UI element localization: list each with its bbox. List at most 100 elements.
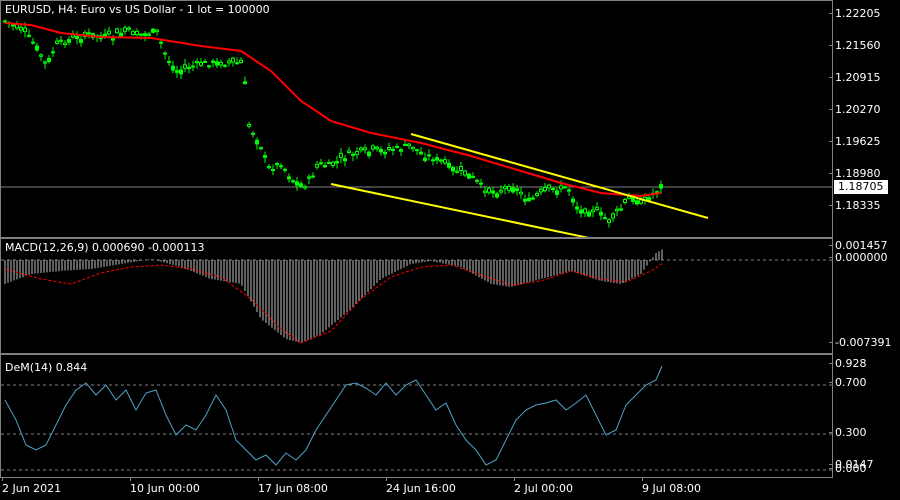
candle-body [383,151,387,155]
candle-body [523,198,527,202]
candle-body [295,181,299,186]
time-label: 10 Jun 00:00 [130,477,200,495]
demarker-canvas [1,365,832,471]
candle-body [315,163,319,168]
candle-body [583,208,587,214]
candle-body [271,169,275,172]
candle-body [59,39,63,42]
candle-body [387,147,391,150]
candle-body [319,162,323,165]
candle-body [147,33,151,36]
candle-body [527,197,531,202]
candle-body [35,45,39,51]
candle-body [63,42,67,46]
candle-body [411,146,415,150]
candle-body [419,151,423,155]
candle-body [75,35,79,40]
price-chart-canvas [1,19,832,237]
candle-body [67,39,71,43]
price-tick: 1.21560 [829,39,881,52]
candle-body [519,191,523,195]
candle-body [615,208,619,212]
candle-body [31,41,35,44]
candle-body [139,33,143,36]
candle-body [259,147,263,150]
candle-body [635,200,639,205]
candle-body [51,51,55,54]
candle-body [659,184,663,189]
candle-body [567,189,571,192]
price-scale[interactable]: 1.22205 1.21560 1.20915 1.20270 1.19625 … [829,0,900,238]
price-chart-pane[interactable]: EURUSD, H4: Euro vs US Dollar - 1 lot = … [0,0,833,238]
candle-body [475,179,479,182]
macd-pane[interactable]: MACD(12,26,9) 0.000690 -0.000113 [0,238,833,354]
demarker-scale[interactable]: 0.928 0.700 0.300 0.0147 0.000 [829,354,900,478]
candle-body [455,170,459,173]
candle-body [331,161,335,166]
time-label: 17 Jun 08:00 [258,477,328,495]
demarker-tick: 0.000 [829,462,867,475]
candle-body [247,123,251,127]
current-price-tag: 1.18705 [834,180,888,194]
candle-body [503,186,507,190]
upper-trendline [410,133,709,219]
candle-body [439,159,443,162]
demarker-pane[interactable]: DeM(14) 0.844 [0,354,833,478]
demarker-tick: 0.0147 [829,458,874,471]
candle-body [27,34,31,37]
candle-body [203,60,207,63]
candle-body [19,26,23,31]
candle-body [483,190,487,194]
candle-body [211,60,215,63]
candle-body [491,190,495,194]
time-axis[interactable]: 2 Jun 2021 10 Jun 00:00 17 Jun 08:00 24 … [0,477,833,500]
candle-body [263,155,267,158]
candle-body [231,57,235,63]
candle-body [639,199,643,204]
candle-body [587,211,591,217]
price-tick: 1.19625 [829,135,881,148]
time-label: 2 Jun 2021 [2,477,62,495]
candle-body [447,162,451,168]
macd-scale[interactable]: 0.001457 0.000000 -0.007391 [828,238,900,354]
macd-tick: -0.007391 [828,336,892,349]
candle-body [451,166,455,172]
candle-body [199,62,203,66]
candle-body [311,175,315,178]
demarker-label: DeM(14) 0.844 [5,361,88,374]
candle-body [23,27,27,33]
candle-body [427,154,431,157]
candle-body [175,70,179,73]
candle-body [47,57,51,63]
candle-body [79,39,83,43]
candle-body [207,65,211,68]
candle-body [619,208,623,211]
candle-body [355,151,359,155]
candle-body [511,187,515,193]
candle-body [107,30,111,35]
candle-body [351,153,355,156]
candle-body [595,206,599,211]
candle-body [307,176,311,179]
candle-body [291,180,295,183]
candle-body [239,59,243,63]
candle-body [191,65,195,68]
candle-body [267,165,271,169]
candle-body [611,213,615,219]
candle-body [575,206,579,210]
candle-body [435,157,439,161]
candle-body [403,143,407,146]
candle-body [235,62,239,65]
candle-body [323,165,327,168]
candle-body [15,24,19,29]
macd-label: MACD(12,26,9) 0.000690 -0.000113 [5,241,205,254]
lower-trendline [330,183,590,237]
candle-body [563,186,567,189]
candle-body [599,211,603,216]
candle-body [423,157,427,162]
candle-body [463,170,467,176]
candle-body [499,189,503,193]
candle-body [131,31,135,36]
macd-tick: 0.001457 [829,239,888,252]
candle-body [287,176,291,180]
